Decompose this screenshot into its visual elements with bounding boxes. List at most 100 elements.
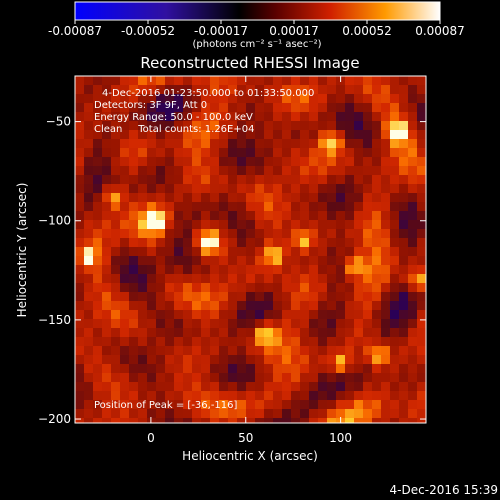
heatmap-cell [75, 373, 84, 382]
heatmap-cell [138, 283, 147, 292]
heatmap-cell [309, 139, 318, 148]
heatmap-cell [228, 310, 237, 319]
heatmap-cell [300, 166, 309, 175]
heatmap-cell [210, 202, 219, 211]
heatmap-cell [282, 391, 291, 400]
heatmap-cell [399, 400, 408, 409]
heatmap-cell [102, 418, 111, 423]
heatmap-cell [381, 283, 390, 292]
heatmap-cell [174, 85, 183, 94]
heatmap-cell [93, 382, 102, 391]
heatmap-cell [219, 373, 228, 382]
heatmap-cell [354, 409, 363, 418]
y-axis-title: Heliocentric Y (arcsec) [15, 183, 29, 318]
heatmap [75, 76, 426, 423]
heatmap-cell [138, 85, 147, 94]
heatmap-cell [237, 328, 246, 337]
heatmap-cell [156, 391, 165, 400]
heatmap-cell [408, 391, 417, 400]
heatmap-cell [309, 166, 318, 175]
heatmap-cell [246, 310, 255, 319]
heatmap-cell [246, 364, 255, 373]
heatmap-cell [228, 112, 237, 121]
heatmap-cell [282, 274, 291, 283]
heatmap-cell [237, 256, 246, 265]
heatmap-cell [264, 364, 273, 373]
heatmap-cell [345, 94, 354, 103]
heatmap-cell [201, 157, 210, 166]
heatmap-cell [120, 166, 129, 175]
heatmap-cell [147, 319, 156, 328]
heatmap-cell [174, 247, 183, 256]
heatmap-cell [336, 319, 345, 328]
heatmap-cell [264, 139, 273, 148]
heatmap-cell [363, 85, 372, 94]
heatmap-cell [138, 130, 147, 139]
heatmap-cell [417, 355, 426, 364]
heatmap-cell [129, 76, 138, 85]
heatmap-cell [156, 265, 165, 274]
heatmap-cell [372, 121, 381, 130]
heatmap-cell [354, 148, 363, 157]
heatmap-cell [93, 409, 102, 418]
heatmap-cell [156, 418, 165, 423]
heatmap-cell [363, 193, 372, 202]
heatmap-cell [228, 346, 237, 355]
heatmap-cell [138, 346, 147, 355]
heatmap-cell [174, 382, 183, 391]
heatmap-cell [300, 337, 309, 346]
heatmap-cell [372, 319, 381, 328]
heatmap-cell [165, 346, 174, 355]
heatmap-cell [354, 265, 363, 274]
heatmap-cell [336, 301, 345, 310]
heatmap-cell [291, 256, 300, 265]
heatmap-cell [93, 148, 102, 157]
heatmap-cell [300, 130, 309, 139]
heatmap-cell [183, 121, 192, 130]
heatmap-cell [147, 418, 156, 423]
heatmap-cell [363, 346, 372, 355]
heatmap-cell [192, 391, 201, 400]
heatmap-cell [282, 319, 291, 328]
heatmap-cell [336, 391, 345, 400]
heatmap-cell [228, 211, 237, 220]
heatmap-cell [75, 157, 84, 166]
heatmap-cell [336, 211, 345, 220]
heatmap-cell [363, 175, 372, 184]
y-tick-label: −100 [38, 214, 71, 228]
heatmap-cell [111, 175, 120, 184]
heatmap-cell [147, 193, 156, 202]
heatmap-cell [417, 166, 426, 175]
heatmap-cell [318, 121, 327, 130]
heatmap-cell [291, 130, 300, 139]
heatmap-cell [282, 157, 291, 166]
heatmap-cell [372, 310, 381, 319]
heatmap-cell [246, 202, 255, 211]
heatmap-cell [111, 139, 120, 148]
heatmap-cell [228, 319, 237, 328]
colorbar-tick-label: -0.00052 [121, 24, 175, 38]
heatmap-cell [174, 229, 183, 238]
heatmap-cell [237, 418, 246, 423]
heatmap-cell [228, 139, 237, 148]
heatmap-cell [138, 301, 147, 310]
heatmap-cell [129, 355, 138, 364]
heatmap-cell [363, 364, 372, 373]
heatmap-cell [363, 76, 372, 85]
heatmap-cell [273, 166, 282, 175]
heatmap-cell [336, 238, 345, 247]
heatmap-cell [75, 130, 84, 139]
heatmap-cell [300, 373, 309, 382]
heatmap-cell [174, 193, 183, 202]
heatmap-cell [102, 85, 111, 94]
heatmap-cell [417, 247, 426, 256]
heatmap-cell [111, 121, 120, 130]
heatmap-cell [417, 139, 426, 148]
heatmap-cell [237, 94, 246, 103]
heatmap-cell [300, 220, 309, 229]
heatmap-cell [390, 373, 399, 382]
heatmap-cell [246, 103, 255, 112]
heatmap-cell [381, 112, 390, 121]
heatmap-cell [219, 157, 228, 166]
heatmap-cell [354, 355, 363, 364]
